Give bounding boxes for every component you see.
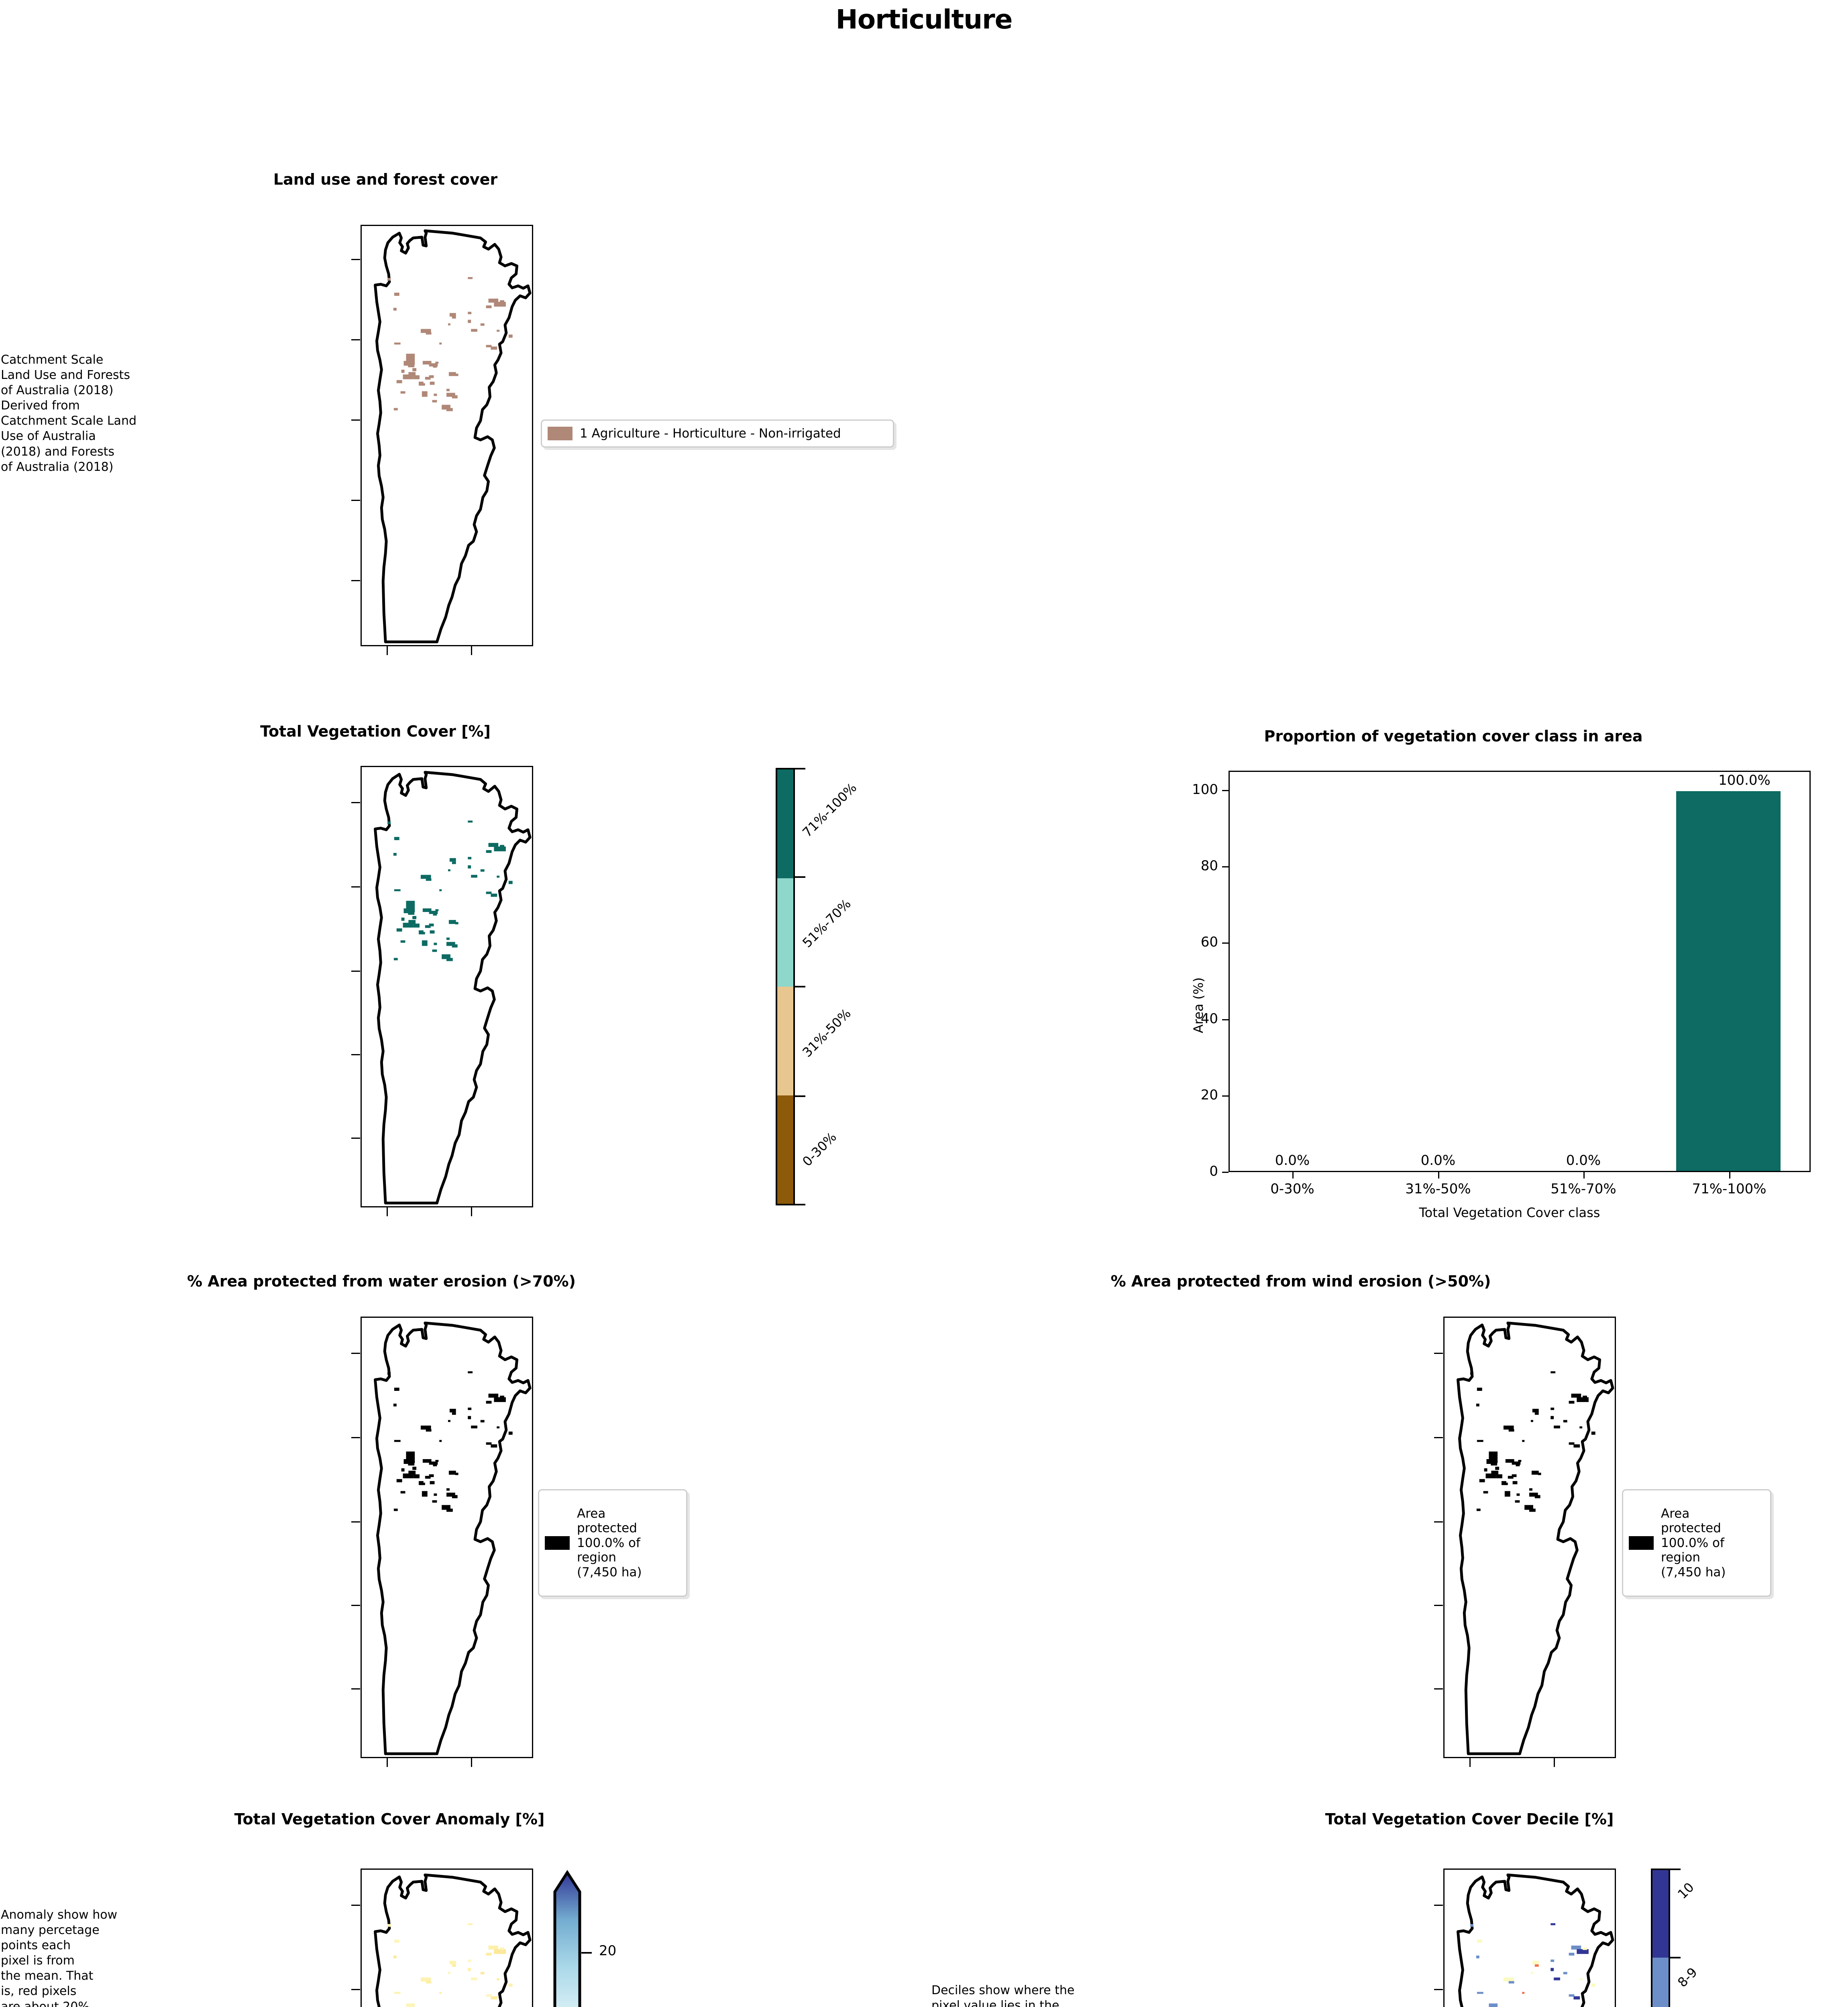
anomaly-map-axis-ticks: [351, 1869, 362, 2007]
landuse-map-axis-ticks: [351, 225, 362, 646]
wind-erosion-legend: Area protected 100.0% of region (7,450 h…: [1622, 1489, 1771, 1597]
anomaly-pixels: [387, 1923, 513, 2007]
decile-note: Deciles show where the pixel value lies …: [931, 1983, 1075, 2007]
landuse-map-axis-ticks-bottom: [361, 646, 533, 657]
vegcover-pixels: [387, 820, 513, 961]
vegcover-map-svg: [374, 771, 532, 1205]
wind-erosion-map-axis-ticks: [1434, 1317, 1445, 1758]
barchart-value-71-100: 100.0%: [1718, 772, 1771, 788]
decile-map-svg: [1457, 1873, 1614, 2007]
anomaly-panel-title: Total Vegetation Cover Anomaly [%]: [234, 1810, 545, 1828]
vegcover-colorbar-seg-51-70: [777, 878, 793, 987]
anomaly-colorbar-label-20: 20: [599, 1943, 617, 1959]
wind-erosion-map: [1443, 1317, 1616, 1758]
landuse-legend: 1 Agriculture - Horticulture - Non-irrig…: [541, 419, 894, 448]
barchart-ytick-100: 100: [1192, 782, 1218, 798]
barchart-xtick-0-30: 0-30%: [1270, 1181, 1314, 1197]
landuse-legend-swatch: [548, 427, 573, 440]
vegcover-colorbar-label-51-70: 51%-70%: [799, 896, 854, 951]
wind-erosion-map-axis-ticks-bottom: [1443, 1758, 1616, 1769]
barchart-value-51-70: 0.0%: [1566, 1152, 1601, 1168]
barchart-plot-area: [1229, 771, 1811, 1172]
vegcover-colorbar-seg-71-100: [777, 769, 793, 878]
wind-erosion-panel-title: % Area protected from wind erosion (>50%…: [1110, 1272, 1491, 1290]
landuse-map-svg: [374, 229, 532, 643]
decile-map: [1443, 1869, 1616, 2007]
vegcover-colorbar-seg-0-30: [777, 1095, 793, 1204]
landuse-map: [361, 225, 533, 646]
water-erosion-pixels: [387, 1371, 513, 1512]
bar-71-100: [1676, 791, 1781, 1171]
water-erosion-map-svg: [374, 1321, 532, 1755]
barchart-title: Proportion of vegetation cover class in …: [1264, 727, 1643, 745]
barchart-ytick-0: 0: [1209, 1163, 1218, 1179]
barchart-xtick-51-70: 51%-70%: [1551, 1181, 1616, 1197]
landuse-panel-title: Land use and forest cover: [273, 171, 498, 188]
decile-pixels: [1470, 1923, 1595, 2007]
barchart-xlabel: Total Vegetation Cover class: [1419, 1205, 1600, 1220]
decile-colorbar-seg-10: [1652, 1870, 1669, 1958]
anomaly-map: [361, 1869, 533, 2007]
vegcover-map-axis-ticks: [351, 766, 362, 1207]
barchart-xtick-71-100: 71%-100%: [1692, 1181, 1767, 1197]
barchart-ylabel: Area (%): [1191, 977, 1206, 1033]
wind-erosion-legend-swatch: [1629, 1536, 1654, 1550]
vegcover-colorbar-label-31-50: 31%-50%: [799, 1006, 854, 1060]
anomaly-note: Anomaly show how many percetage points e…: [1, 1908, 118, 2007]
decile-panel-title: Total Vegetation Cover Decile [%]: [1325, 1810, 1614, 1828]
vegcover-colorbar-seg-31-50: [777, 987, 793, 1095]
water-erosion-map-axis-ticks: [351, 1317, 362, 1758]
barchart: 0 20 40 60 80 100 Area (%) 0-30% 31%-50%…: [1191, 771, 1819, 1256]
vegcover-map-axis-ticks-bottom: [361, 1207, 533, 1218]
anomaly-colorbar-ticks: [581, 1869, 595, 2007]
barchart-ytick-80: 80: [1200, 858, 1218, 874]
decile-colorbar: [1651, 1869, 1670, 2007]
barchart-value-0-30: 0.0%: [1275, 1152, 1310, 1168]
landuse-legend-label: 1 Agriculture - Horticulture - Non-irrig…: [580, 426, 841, 441]
vegcover-colorbar-label-71-100: 71%-100%: [799, 780, 860, 840]
barchart-value-31-50: 0.0%: [1420, 1152, 1456, 1168]
decile-map-axis-ticks: [1434, 1869, 1445, 2007]
vegcover-colorbar-ticks: [795, 768, 807, 1205]
barchart-ytick-20: 20: [1200, 1087, 1218, 1103]
wind-erosion-map-svg: [1457, 1321, 1614, 1755]
water-erosion-map-axis-ticks-bottom: [361, 1758, 533, 1769]
water-erosion-panel-title: % Area protected from water erosion (>70…: [187, 1272, 576, 1290]
vegcover-colorbar: [776, 768, 795, 1205]
water-erosion-legend-swatch: [545, 1536, 570, 1550]
anomaly-map-svg: [374, 1873, 532, 2007]
anomaly-colorbar: [553, 1869, 581, 2007]
barchart-ytick-40: 40: [1200, 1011, 1218, 1027]
landuse-source-note: Catchment Scale Land Use and Forests of …: [1, 353, 137, 474]
decile-colorbar-ticks: [1670, 1869, 1682, 2007]
decile-colorbar-seg-8-9: [1652, 1958, 1669, 2007]
water-erosion-legend: Area protected 100.0% of region (7,450 h…: [538, 1489, 687, 1597]
page-title: Horticulture: [835, 4, 1013, 35]
barchart-ytick-60: 60: [1200, 934, 1218, 950]
landuse-pixels: [387, 277, 513, 411]
anomaly-colorbar-svg: [553, 1870, 581, 2007]
water-erosion-map: [361, 1317, 533, 1758]
wind-erosion-legend-label: Area protected 100.0% of region (7,450 h…: [1661, 1506, 1726, 1580]
barchart-xtick-31-50: 31%-50%: [1405, 1181, 1471, 1197]
vegcover-panel-title: Total Vegetation Cover [%]: [260, 723, 491, 740]
wind-erosion-pixels: [1470, 1371, 1595, 1512]
vegcover-map: [361, 766, 533, 1207]
water-erosion-legend-label: Area protected 100.0% of region (7,450 h…: [577, 1506, 642, 1580]
